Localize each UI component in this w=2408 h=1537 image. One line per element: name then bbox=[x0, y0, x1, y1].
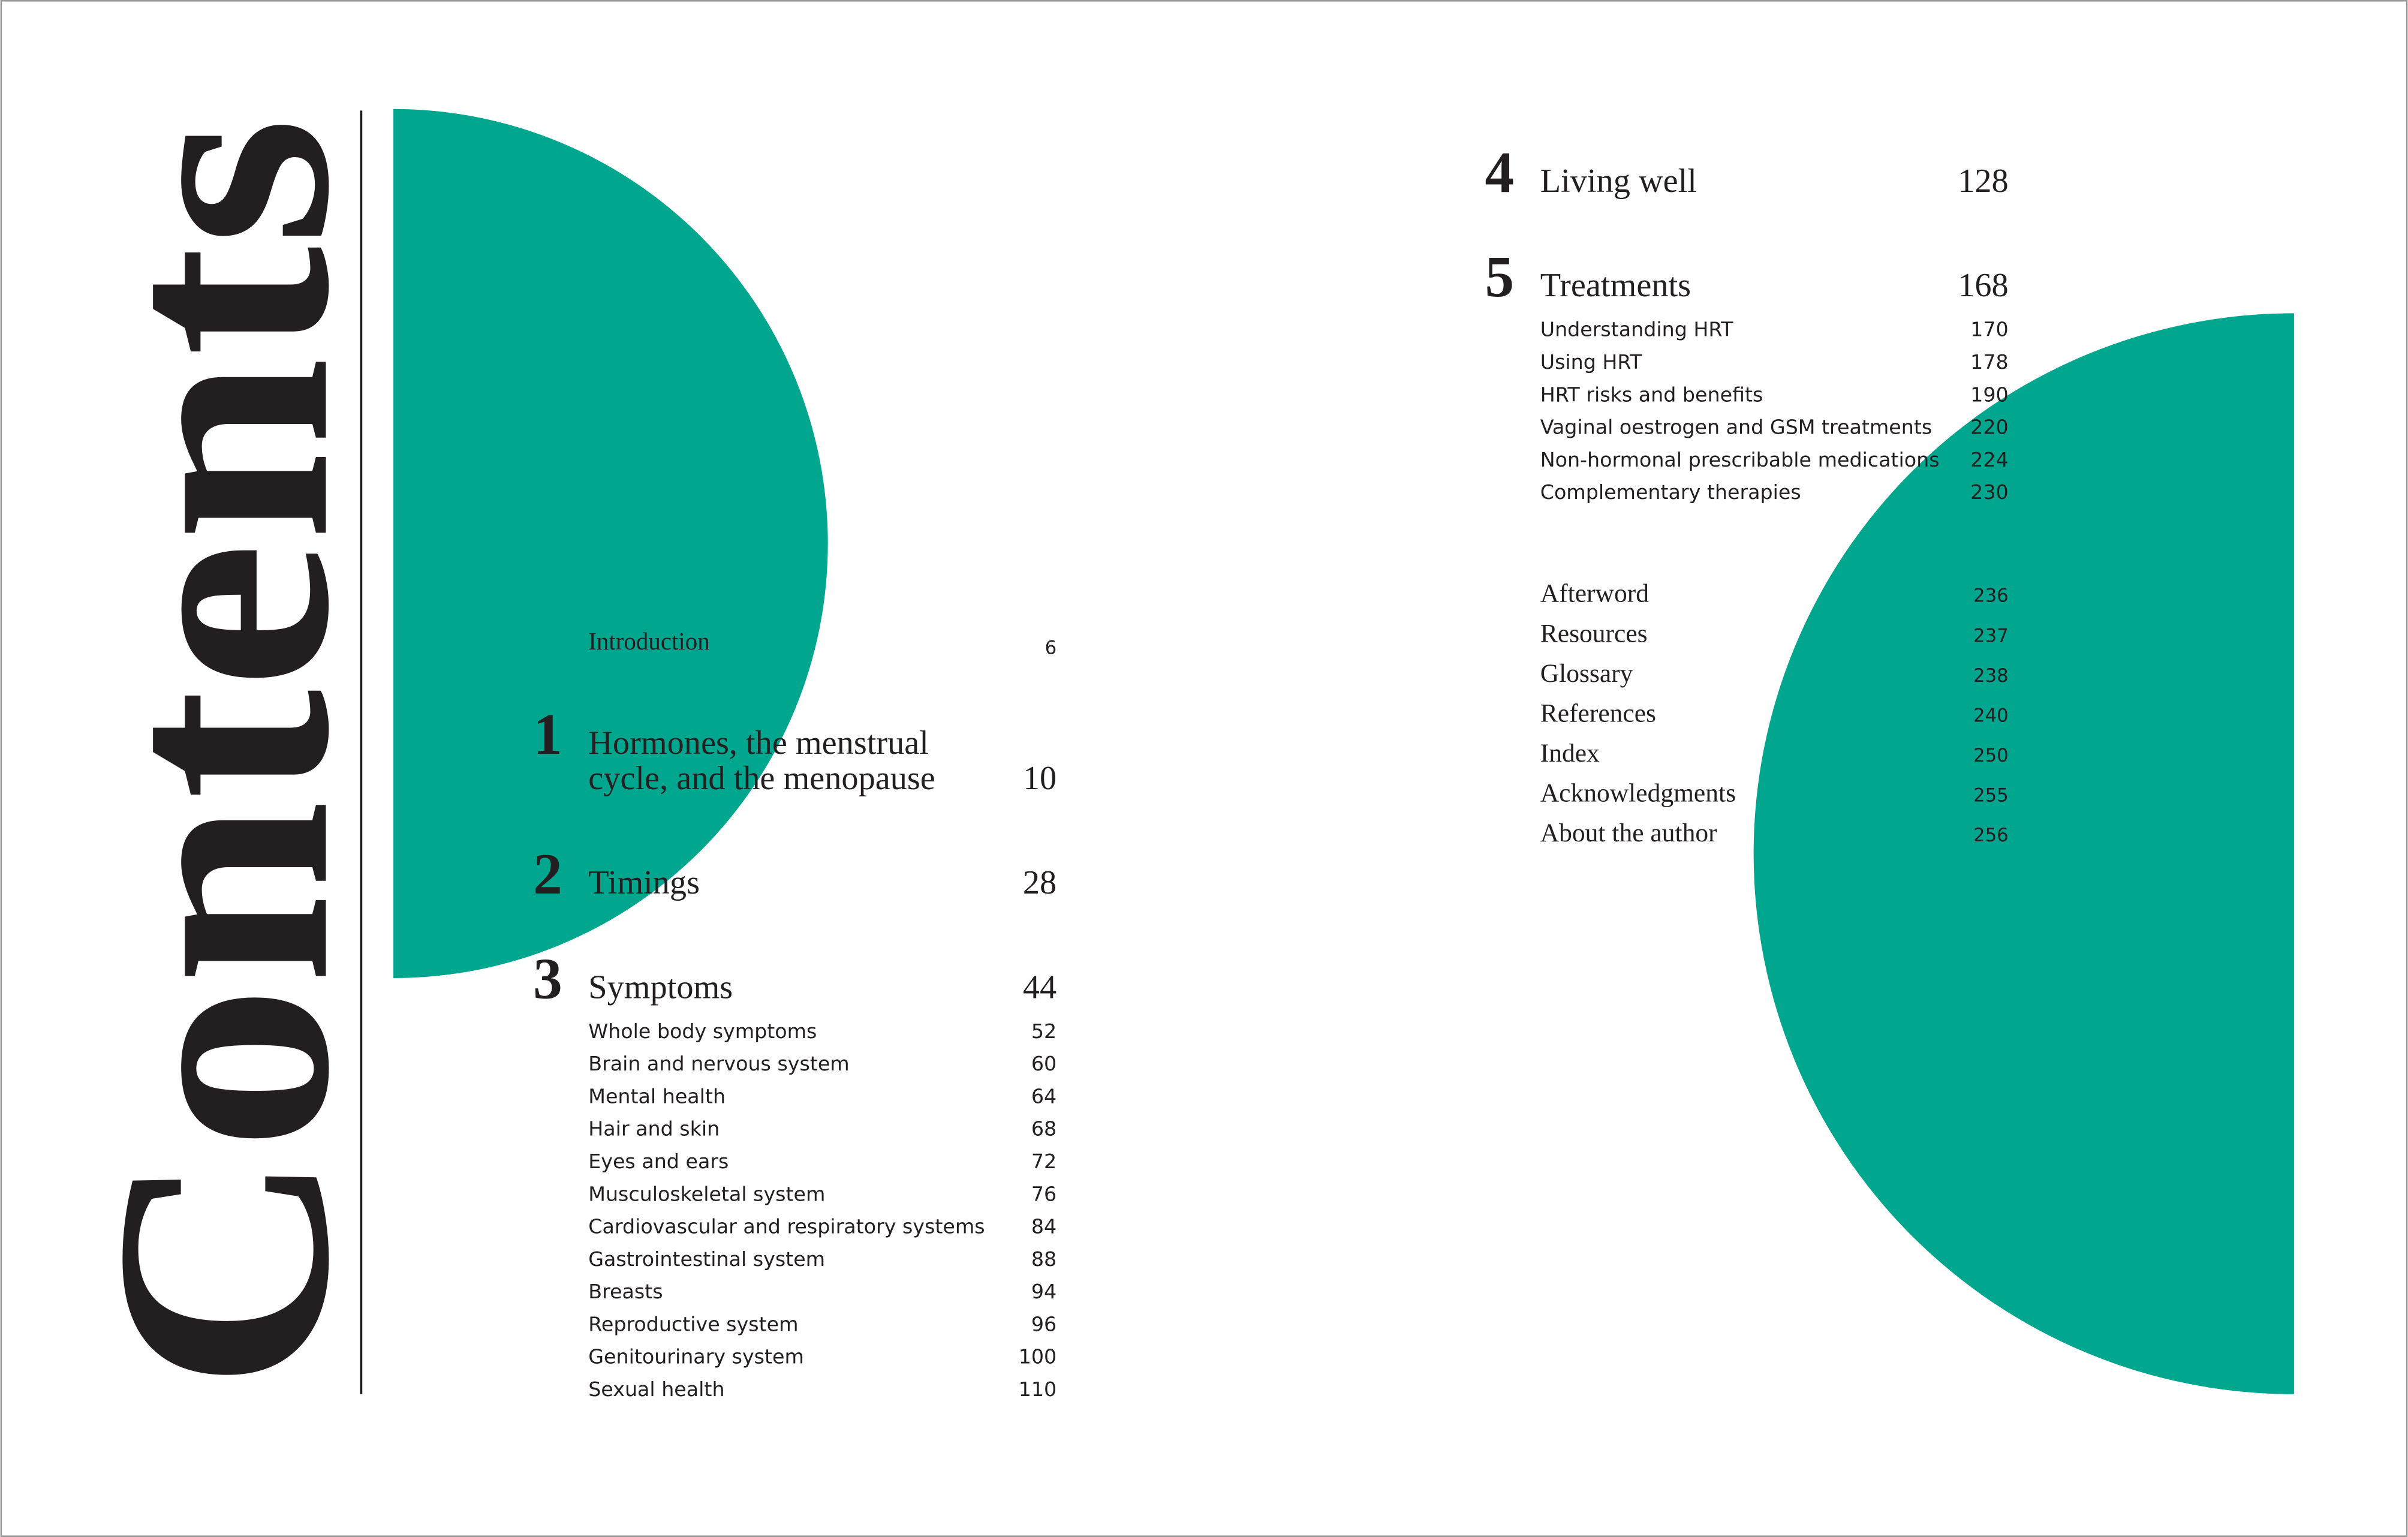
chapter-title: Treatments bbox=[1540, 267, 1691, 304]
toc: Introduction 6 1 Hormones, the menstrualcyc… bbox=[533, 140, 2009, 1401]
section-page: 88 bbox=[1031, 1247, 1056, 1271]
section-label: Gastrointestinal system bbox=[588, 1247, 825, 1271]
back-matter-page: 250 bbox=[1973, 745, 2009, 766]
chapter-number: 4 bbox=[1485, 140, 1515, 205]
chapter-title: cycle, and the menopause bbox=[588, 760, 935, 797]
back-matter-page: 240 bbox=[1973, 705, 2009, 726]
section-label: Hair and skin bbox=[588, 1117, 720, 1141]
contents-title: Contents bbox=[52, 117, 392, 1391]
section-label: Genitourinary system bbox=[588, 1345, 804, 1368]
section-label: Eyes and ears bbox=[588, 1150, 729, 1173]
section-page: 52 bbox=[1031, 1019, 1056, 1043]
back-matter-label: Afterword bbox=[1540, 579, 1649, 608]
section-label: HRT risks and benefits bbox=[1540, 383, 1763, 406]
back-matter-label: Index bbox=[1540, 739, 1600, 768]
chapter-page: 128 bbox=[1958, 163, 2008, 200]
back-matter-page: 255 bbox=[1973, 785, 2009, 807]
section-label: Mental health bbox=[588, 1084, 726, 1108]
back-matter-label: About the author bbox=[1540, 819, 1717, 847]
chapter-title: Living well bbox=[1540, 163, 1697, 200]
section-page: 60 bbox=[1031, 1052, 1056, 1075]
section-label: Reproductive system bbox=[588, 1312, 798, 1336]
chapter-title: Hormones, the menstrual bbox=[588, 724, 929, 762]
section-label: Non-hormonal prescribable medications bbox=[1540, 448, 1940, 471]
section-page: 96 bbox=[1031, 1312, 1056, 1336]
chapter-page: 28 bbox=[1023, 864, 1056, 901]
section-page: 64 bbox=[1031, 1084, 1056, 1108]
intro-label: Introduction bbox=[588, 627, 709, 655]
section-page: 72 bbox=[1031, 1150, 1056, 1173]
back-matter-page: 238 bbox=[1973, 665, 2009, 687]
section-page: 94 bbox=[1031, 1280, 1056, 1303]
section-label: Brain and nervous system bbox=[588, 1052, 849, 1075]
section-page: 230 bbox=[1970, 480, 2009, 504]
section-page: 100 bbox=[1019, 1345, 1056, 1368]
section-page: 110 bbox=[1019, 1377, 1056, 1401]
section-label: Breasts bbox=[588, 1280, 663, 1303]
section-label: Vaginal oestrogen and GSM treatments bbox=[1540, 416, 1932, 439]
chapter-number: 5 bbox=[1485, 245, 1515, 309]
section-page: 84 bbox=[1031, 1215, 1056, 1238]
intro-page: 6 bbox=[1045, 637, 1057, 659]
teal-half-circle bbox=[393, 109, 828, 978]
section-label: Understanding HRT bbox=[1540, 318, 1733, 341]
section-page: 76 bbox=[1031, 1182, 1056, 1205]
section-label: Whole body symptoms bbox=[588, 1019, 817, 1043]
chapter-title: Timings bbox=[588, 864, 700, 901]
teal-half-circle bbox=[1753, 313, 2294, 1394]
chapter-number: 1 bbox=[533, 702, 562, 767]
back-matter-label: Acknowledgments bbox=[1540, 779, 1736, 808]
chapter-number: 2 bbox=[533, 842, 562, 907]
chapter-page: 10 bbox=[1023, 760, 1056, 797]
section-page: 224 bbox=[1970, 448, 2009, 471]
back-matter-label: Resources bbox=[1540, 619, 1648, 648]
section-page: 170 bbox=[1970, 318, 2009, 341]
section-label: Cardiovascular and respiratory systems bbox=[588, 1215, 985, 1238]
section-label: Sexual health bbox=[588, 1377, 724, 1401]
chapter-number: 3 bbox=[533, 946, 562, 1011]
back-matter-page: 256 bbox=[1973, 825, 2009, 846]
back-matter-page: 237 bbox=[1973, 625, 2009, 646]
section-label: Musculoskeletal system bbox=[588, 1182, 825, 1205]
back-matter-label: Glossary bbox=[1540, 659, 1633, 688]
back-matter-label: References bbox=[1540, 699, 1656, 727]
chapter-page: 44 bbox=[1023, 968, 1056, 1006]
chapter-page: 168 bbox=[1958, 267, 2008, 304]
section-page: 178 bbox=[1970, 350, 2009, 374]
section-label: Using HRT bbox=[1540, 350, 1642, 374]
back-matter-page: 236 bbox=[1973, 585, 2009, 607]
section-page: 220 bbox=[1970, 416, 2009, 439]
section-page: 68 bbox=[1031, 1117, 1056, 1141]
section-label: Complementary therapies bbox=[1540, 480, 1801, 504]
section-page: 190 bbox=[1970, 383, 2009, 406]
chapter-title: Symptoms bbox=[588, 968, 733, 1006]
